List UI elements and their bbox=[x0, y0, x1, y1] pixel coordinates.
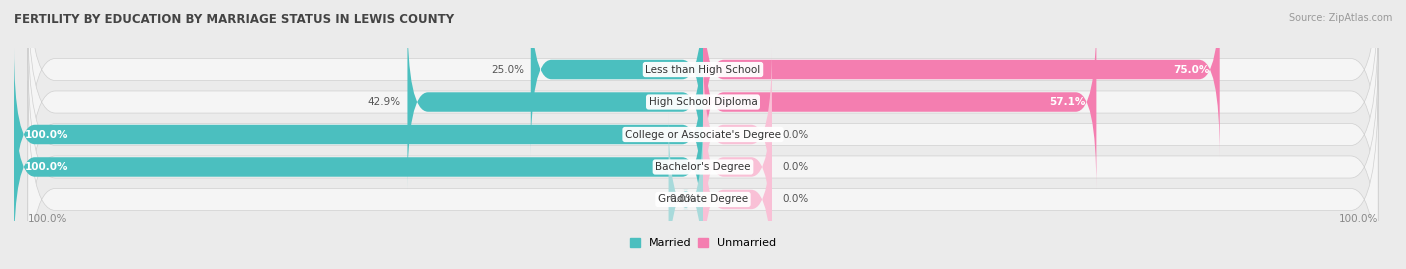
Text: 25.0%: 25.0% bbox=[491, 65, 524, 75]
Text: Source: ZipAtlas.com: Source: ZipAtlas.com bbox=[1288, 13, 1392, 23]
Text: 100.0%: 100.0% bbox=[28, 214, 67, 224]
Text: 42.9%: 42.9% bbox=[367, 97, 401, 107]
FancyBboxPatch shape bbox=[28, 81, 1378, 269]
Text: 100.0%: 100.0% bbox=[1339, 214, 1378, 224]
Text: 100.0%: 100.0% bbox=[24, 129, 67, 140]
Text: College or Associate's Degree: College or Associate's Degree bbox=[626, 129, 780, 140]
FancyBboxPatch shape bbox=[531, 0, 703, 157]
Text: 57.1%: 57.1% bbox=[1050, 97, 1085, 107]
FancyBboxPatch shape bbox=[28, 0, 1378, 188]
FancyBboxPatch shape bbox=[703, 0, 1219, 157]
FancyBboxPatch shape bbox=[669, 112, 703, 269]
Text: 0.0%: 0.0% bbox=[669, 194, 696, 204]
Text: 75.0%: 75.0% bbox=[1173, 65, 1209, 75]
FancyBboxPatch shape bbox=[28, 48, 1378, 269]
FancyBboxPatch shape bbox=[14, 47, 703, 222]
Text: Bachelor's Degree: Bachelor's Degree bbox=[655, 162, 751, 172]
Text: Graduate Degree: Graduate Degree bbox=[658, 194, 748, 204]
FancyBboxPatch shape bbox=[408, 14, 703, 190]
Text: Less than High School: Less than High School bbox=[645, 65, 761, 75]
Text: High School Diploma: High School Diploma bbox=[648, 97, 758, 107]
Text: 0.0%: 0.0% bbox=[782, 162, 808, 172]
FancyBboxPatch shape bbox=[14, 79, 703, 255]
FancyBboxPatch shape bbox=[703, 112, 772, 269]
FancyBboxPatch shape bbox=[28, 16, 1378, 253]
Text: 0.0%: 0.0% bbox=[782, 129, 808, 140]
Text: 0.0%: 0.0% bbox=[782, 194, 808, 204]
FancyBboxPatch shape bbox=[28, 0, 1378, 221]
Legend: Married, Unmarried: Married, Unmarried bbox=[626, 233, 780, 253]
FancyBboxPatch shape bbox=[703, 79, 772, 255]
Text: FERTILITY BY EDUCATION BY MARRIAGE STATUS IN LEWIS COUNTY: FERTILITY BY EDUCATION BY MARRIAGE STATU… bbox=[14, 13, 454, 26]
FancyBboxPatch shape bbox=[703, 14, 1097, 190]
FancyBboxPatch shape bbox=[703, 47, 772, 222]
Text: 100.0%: 100.0% bbox=[24, 162, 67, 172]
